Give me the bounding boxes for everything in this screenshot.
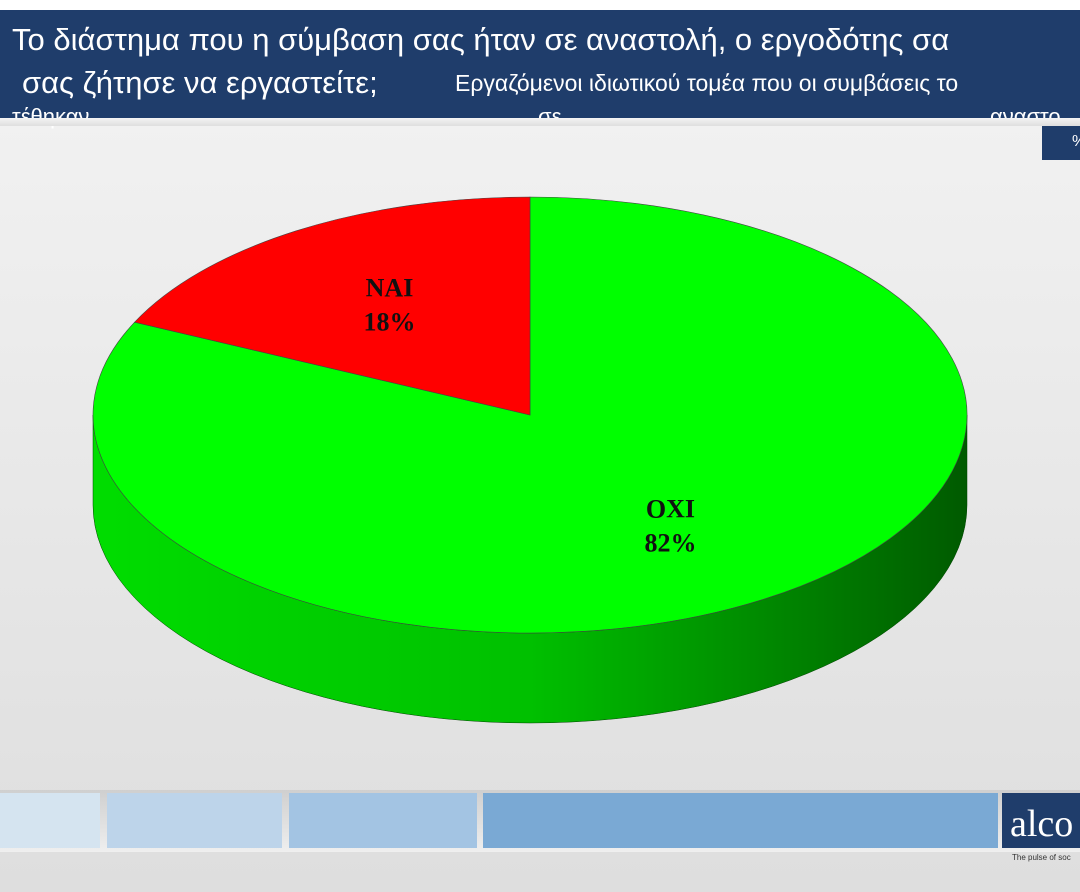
top-strip — [0, 0, 1080, 10]
title-line: Το διάστημα που η σύμβαση σας ήταν σε αν… — [12, 22, 949, 57]
logo-tagline: The pulse of soc — [1012, 853, 1071, 862]
slice — [92, 196, 968, 634]
slice-value: 18% — [364, 308, 416, 337]
header-band — [0, 10, 1080, 120]
subtitle: Εργαζόμενοι ιδιωτικού τομέα που οι συμβά… — [455, 70, 958, 96]
footer-box — [289, 793, 477, 848]
unit-box — [1042, 126, 1080, 160]
slice — [134, 196, 531, 416]
logo-box — [1002, 793, 1080, 848]
pie: ΟΧΙ 82% ΝΑΙ 18% — [92, 196, 968, 724]
title-line: σας ζήτησε να εργαστείτε; — [22, 65, 378, 100]
footer-box — [483, 793, 998, 848]
footer-box — [107, 793, 282, 848]
logo: alco — [1010, 803, 1073, 845]
slice-value: 82% — [644, 528, 696, 557]
slice-label: ΝΑΙ — [366, 274, 414, 303]
header-cut — [0, 118, 1080, 126]
slice-label: ΟΧΙ — [646, 494, 695, 523]
unit-label: % — [1072, 133, 1080, 150]
footer-box — [0, 793, 100, 848]
